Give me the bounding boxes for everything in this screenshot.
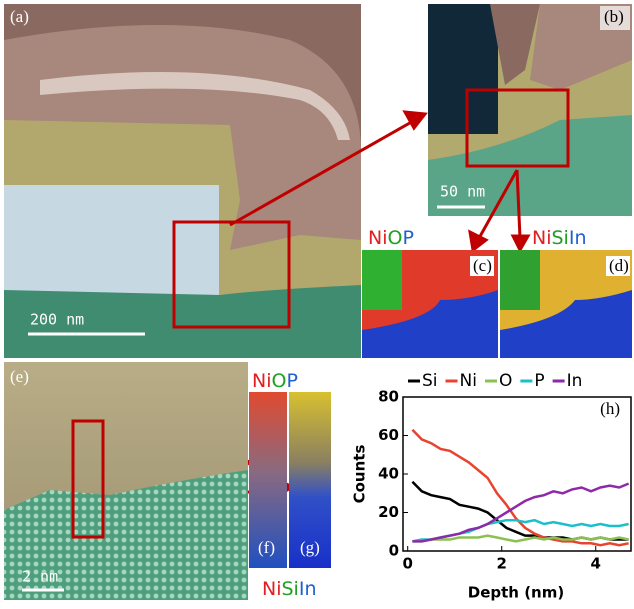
- legend-label: Ni: [460, 371, 477, 391]
- element: In: [299, 578, 317, 600]
- x-tick-label: 2: [497, 555, 507, 573]
- panel-label: (g): [300, 538, 320, 557]
- panel-b: 50 nm (b): [428, 4, 632, 216]
- element: Ni: [368, 227, 388, 249]
- x-tick-label: 0: [402, 555, 412, 573]
- figure: 200 nm (a) 50 nm (b) (c) (d) NiOP NiSiIn…: [0, 0, 634, 605]
- panel-label: (f): [258, 538, 275, 557]
- y-tick-label: 80: [378, 388, 399, 406]
- element: O: [272, 370, 287, 392]
- y-axis-label: Counts: [351, 445, 369, 504]
- map-elements: NiOP: [368, 227, 414, 249]
- panel-e: 2 nm (e): [4, 362, 248, 600]
- scale-label: 50 nm: [440, 183, 485, 201]
- y-tick-label: 60: [378, 426, 399, 444]
- panel-label: (c): [473, 256, 492, 275]
- legend-label: P: [534, 371, 544, 391]
- panel-label: (h): [600, 399, 620, 418]
- scale-label: 200 nm: [30, 311, 84, 329]
- element: Ni: [252, 370, 272, 392]
- legend-label: In: [567, 371, 583, 391]
- panel-label: (a): [10, 7, 29, 26]
- element: P: [402, 227, 413, 249]
- plot-frame: [403, 397, 631, 551]
- panel-g: (g): [289, 392, 331, 568]
- panel-label: (e): [10, 367, 29, 386]
- map-elements: NiSiIn: [262, 578, 317, 600]
- legend-label: Si: [422, 371, 438, 391]
- y-tick-label: 20: [378, 503, 399, 521]
- map-elements: NiSiIn: [532, 227, 587, 249]
- element: P: [286, 370, 297, 392]
- panel-f: (f): [249, 392, 287, 568]
- scale-label: 2 nm: [22, 568, 58, 586]
- element: Ni: [532, 227, 552, 249]
- element: Si: [282, 578, 299, 600]
- x-tick-label: 4: [591, 555, 601, 573]
- map-elements: NiOP: [252, 370, 298, 392]
- panel-d: (d): [500, 250, 632, 358]
- panel-label: (b): [604, 7, 624, 26]
- element: O: [388, 227, 403, 249]
- series-line: [412, 430, 628, 546]
- legend-label: O: [499, 371, 512, 391]
- element: Si: [552, 227, 569, 249]
- x-axis-label: Depth (nm): [468, 584, 564, 602]
- element: In: [569, 227, 587, 249]
- panel-c: (c): [362, 250, 498, 358]
- y-tick-label: 40: [378, 465, 399, 483]
- chart: (h) Depth (nm) Counts 0 20 40 60 80 0 2 4 Si Ni O P…: [351, 371, 632, 602]
- panel-label: (d): [609, 256, 629, 275]
- element: Ni: [262, 578, 282, 600]
- y-tick-label: 0: [389, 542, 399, 560]
